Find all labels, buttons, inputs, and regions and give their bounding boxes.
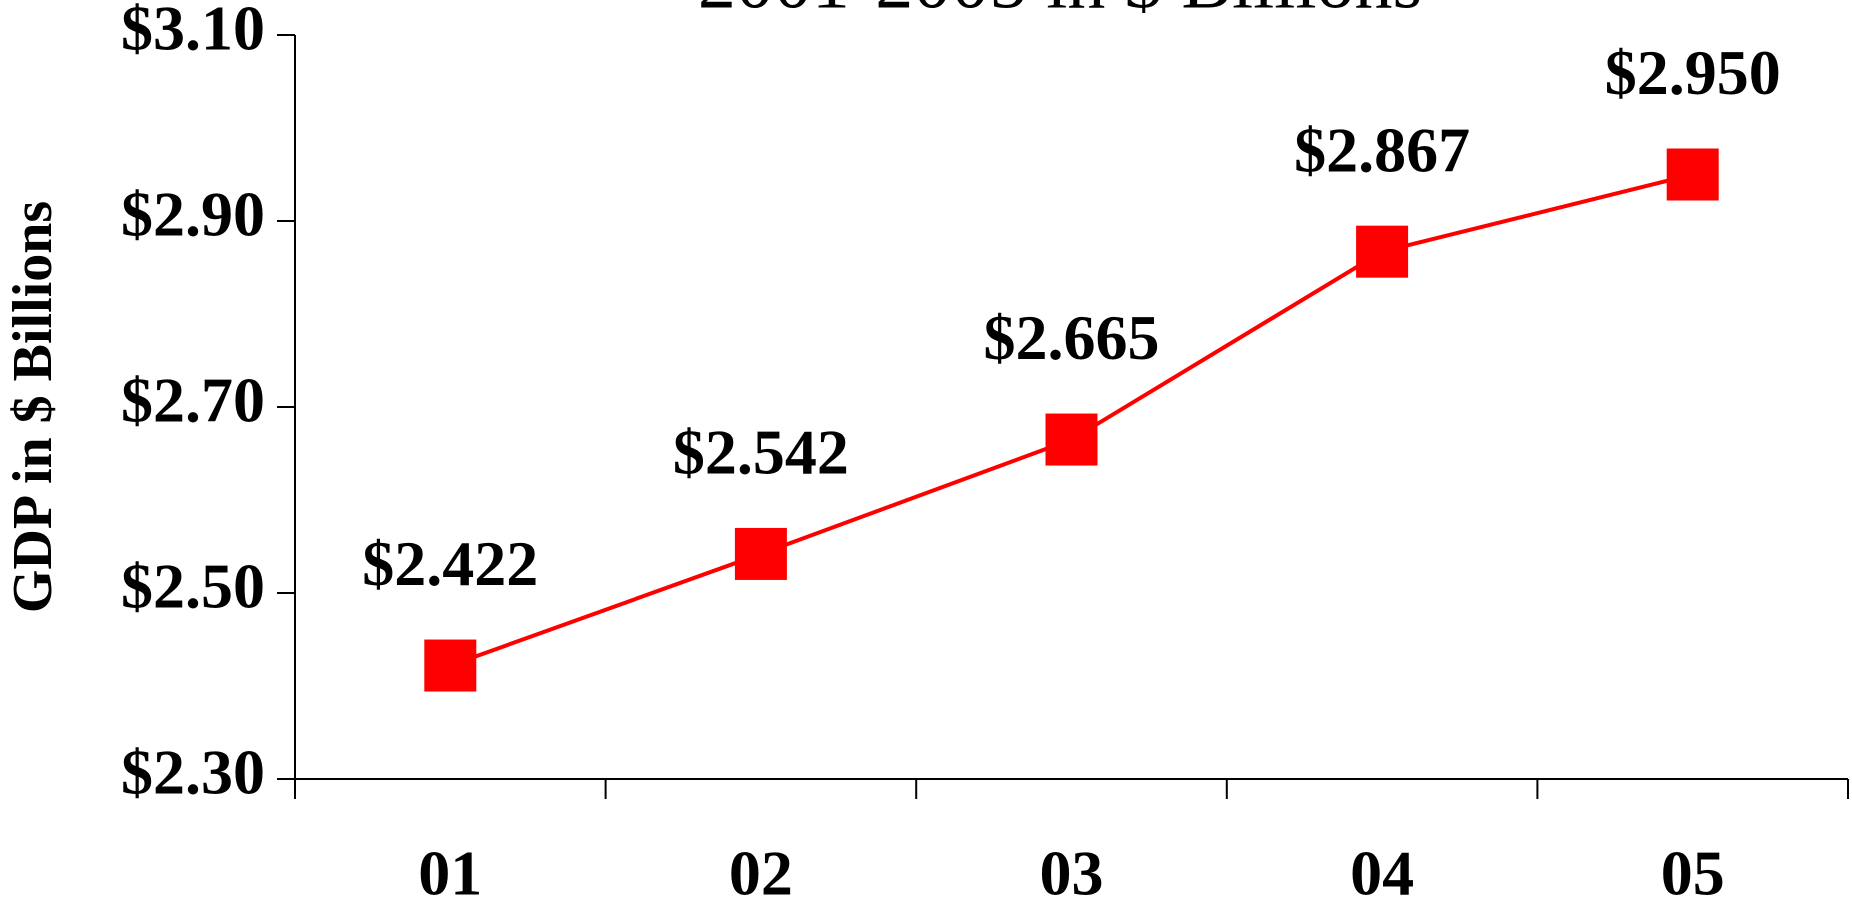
- data-label: $2.950: [1605, 37, 1781, 108]
- y-tick-label: $3.10: [121, 0, 265, 64]
- data-label: $2.422: [362, 528, 538, 599]
- y-tick-label: $2.50: [121, 551, 265, 622]
- data-label: $2.867: [1294, 114, 1470, 185]
- x-tick-label: 03: [1040, 838, 1104, 908]
- data-label: $2.665: [984, 302, 1160, 373]
- x-tick-label: 05: [1661, 838, 1725, 908]
- data-label: $2.542: [673, 417, 849, 488]
- marker: [1356, 226, 1408, 278]
- y-tick-label: $2.90: [121, 179, 265, 250]
- y-axis-label: GDP in $ Billions: [2, 201, 64, 613]
- x-tick-label: 04: [1350, 838, 1414, 908]
- y-tick-label: $2.70: [121, 365, 265, 436]
- chart: 2001-2005 in $ Billions GDP in $ Billion…: [0, 0, 1852, 908]
- marker: [1046, 414, 1098, 466]
- marker: [1667, 149, 1719, 201]
- chart-title: 2001-2005 in $ Billions: [698, 0, 1422, 24]
- marker: [424, 640, 476, 692]
- x-tick-label: 01: [418, 838, 482, 908]
- marker: [735, 528, 787, 580]
- x-tick-label: 02: [729, 838, 793, 908]
- y-tick-label: $2.30: [121, 737, 265, 808]
